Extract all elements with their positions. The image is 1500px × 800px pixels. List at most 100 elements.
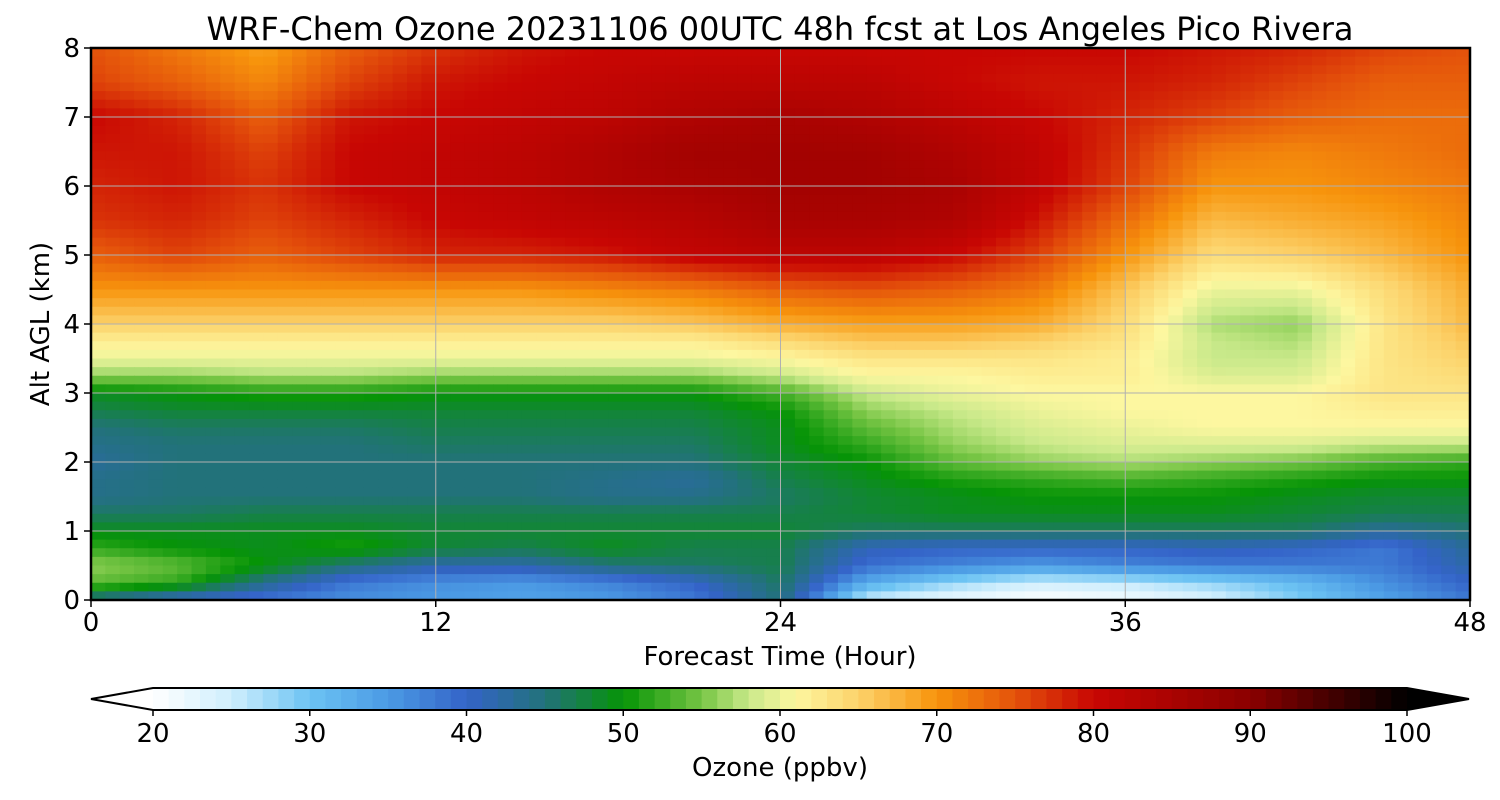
heatmap-cell	[1254, 237, 1270, 247]
heatmap-cell	[967, 91, 983, 101]
heatmap-cell	[1211, 255, 1227, 265]
heatmap-cell	[536, 358, 552, 368]
heatmap-cell	[852, 470, 868, 480]
heatmap-cell	[1311, 436, 1327, 446]
heatmap-cell	[478, 65, 494, 75]
heatmap-cell	[148, 56, 164, 66]
heatmap-cell	[1010, 298, 1026, 308]
heatmap-cell	[766, 401, 782, 411]
heatmap-cell	[823, 479, 839, 489]
heatmap-cell	[407, 375, 422, 385]
heatmap-cell	[1254, 280, 1270, 291]
heatmap-cell	[1412, 125, 1428, 135]
heatmap-cell	[349, 272, 365, 282]
heatmap-cell	[708, 160, 724, 170]
heatmap-cell	[823, 142, 839, 153]
heatmap-cell	[306, 436, 322, 446]
heatmap-cell	[306, 418, 322, 429]
heatmap-cell	[292, 134, 308, 144]
heatmap-cell	[679, 453, 695, 463]
heatmap-cell	[162, 306, 178, 316]
heatmap-cell	[967, 255, 983, 265]
heatmap-cell	[263, 99, 279, 109]
heatmap-cell	[1398, 306, 1414, 316]
heatmap-cell	[608, 358, 624, 368]
heatmap-cell	[608, 177, 624, 187]
heatmap-cell	[1340, 211, 1356, 222]
heatmap-cell	[277, 48, 293, 58]
heatmap-cell	[737, 48, 753, 58]
heatmap-cell	[521, 289, 537, 299]
heatmap-cell	[263, 315, 279, 325]
heatmap-cell	[1125, 298, 1141, 308]
heatmap-cell	[134, 427, 150, 437]
heatmap-cell	[565, 99, 580, 109]
heatmap-cell	[407, 410, 422, 420]
heatmap-cell	[134, 142, 150, 153]
heatmap-cell	[1412, 444, 1428, 454]
heatmap-cell	[909, 108, 925, 118]
heatmap-cell	[1067, 272, 1083, 282]
heatmap-cell	[134, 280, 150, 291]
heatmap-cell	[134, 151, 150, 161]
heatmap-cell	[191, 393, 207, 403]
heatmap-cell	[536, 237, 552, 247]
heatmap-cell	[478, 341, 494, 351]
heatmap-cell	[981, 151, 997, 161]
heatmap-cell	[1197, 203, 1213, 213]
heatmap-cell	[478, 375, 494, 385]
heatmap-cell	[320, 82, 336, 92]
heatmap-cell	[823, 289, 839, 299]
heatmap-cell	[1139, 462, 1155, 472]
heatmap-cell	[105, 246, 121, 256]
heatmap-cell	[1139, 229, 1155, 239]
heatmap-cell	[162, 65, 178, 75]
heatmap-cell	[866, 358, 882, 368]
heatmap-cell	[1197, 367, 1213, 377]
heatmap-cell	[1110, 237, 1126, 247]
heatmap-cell	[967, 384, 983, 394]
heatmap-cell	[349, 229, 365, 239]
heatmap-cell	[909, 134, 925, 144]
heatmap-cell	[205, 349, 221, 360]
heatmap-cell	[981, 48, 997, 58]
heatmap-cell	[723, 272, 738, 282]
heatmap-cell	[608, 99, 624, 109]
heatmap-cell	[1153, 203, 1169, 213]
heatmap-cell	[938, 160, 954, 170]
heatmap-cell	[1225, 272, 1241, 282]
heatmap-cell	[349, 453, 365, 463]
heatmap-cell	[1426, 177, 1442, 187]
heatmap-cell	[723, 341, 738, 351]
heatmap-cell	[292, 117, 308, 127]
heatmap-cell	[306, 487, 322, 498]
heatmap-cell	[306, 255, 322, 265]
heatmap-cell	[679, 375, 695, 385]
heatmap-cell	[392, 358, 408, 368]
heatmap-cell	[924, 393, 940, 403]
heatmap-cell	[1153, 341, 1169, 351]
heatmap-cell	[249, 453, 264, 463]
heatmap-cell	[679, 65, 695, 75]
heatmap-cell	[191, 367, 207, 377]
heatmap-cell	[881, 358, 897, 368]
heatmap-cell	[507, 125, 523, 135]
heatmap-cell	[1240, 82, 1256, 92]
heatmap-cell	[421, 298, 437, 308]
heatmap-cell	[1182, 375, 1198, 385]
heatmap-cell	[1067, 211, 1083, 222]
heatmap-cell	[292, 255, 308, 265]
heatmap-cell	[521, 384, 537, 394]
heatmap-cell	[191, 358, 207, 368]
heatmap-cell	[608, 375, 624, 385]
heatmap-cell	[1182, 91, 1198, 101]
heatmap-cell	[162, 177, 178, 187]
heatmap-cell	[766, 358, 782, 368]
heatmap-cell	[1326, 255, 1342, 265]
heatmap-cell	[636, 367, 652, 377]
heatmap-cell	[507, 220, 523, 230]
heatmap-cell	[1240, 341, 1256, 351]
heatmap-cell	[780, 280, 796, 291]
heatmap-cell	[450, 186, 466, 196]
heatmap-cell	[1383, 211, 1399, 222]
